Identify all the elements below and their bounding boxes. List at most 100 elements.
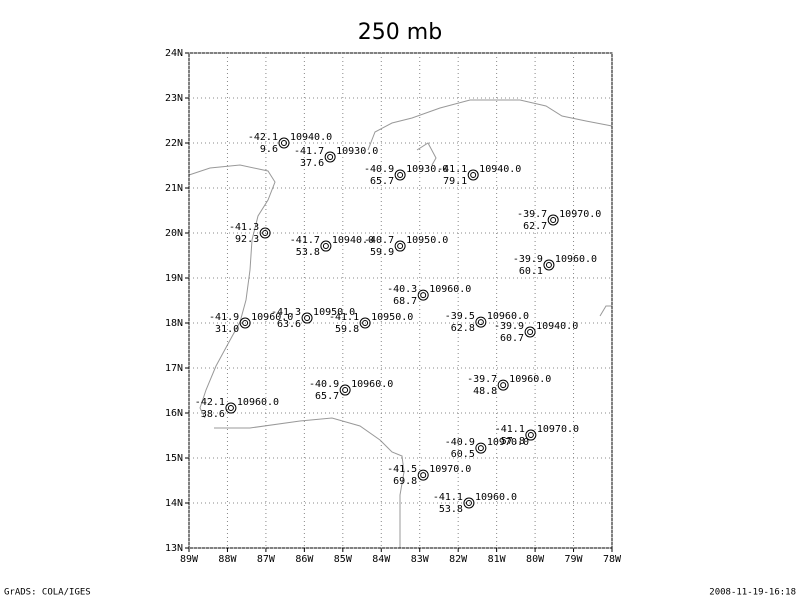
height-label: 10960.0 [487, 311, 529, 322]
footer-right: 2008-11-19-16:18 [709, 588, 796, 598]
station-marker-inner [465, 500, 472, 506]
station-marker [463, 497, 475, 509]
dewpoint-label: 60.1 [519, 266, 543, 277]
station-marker-inner [280, 140, 287, 146]
station-marker-inner [420, 472, 427, 479]
station-marker-inner [545, 261, 552, 268]
dewpoint-label: 59.9 [370, 247, 394, 258]
dewpoint-label: 59.8 [335, 324, 359, 335]
station-marker [320, 240, 332, 252]
temperature-label: -40.3 [387, 284, 417, 295]
station-marker-inner [477, 319, 484, 326]
height-label: 10970.0 [559, 209, 601, 220]
station-marker [475, 442, 487, 454]
station-marker [259, 227, 271, 239]
y-tick-label: 23N [165, 93, 183, 104]
temperature-label: -41.3 [271, 307, 301, 318]
x-tick-label: 88W [218, 554, 237, 565]
height-label: 10930.0 [336, 146, 378, 157]
temperature-label: -40.9 [364, 164, 394, 175]
height-label: 10970.0 [537, 424, 579, 435]
station-marker-inner [327, 153, 334, 160]
dewpoint-label: 9.6 [260, 144, 278, 155]
coastline [599, 305, 612, 317]
coastline [416, 142, 437, 166]
station-marker [467, 169, 479, 181]
dewpoint-label: 57.8 [501, 436, 525, 447]
dewpoint-label: 65.7 [370, 176, 394, 187]
x-tick-label: 86W [295, 554, 314, 565]
station-marker-inner [322, 243, 329, 250]
station-marker [225, 402, 237, 414]
x-tick-label: 81W [488, 554, 507, 565]
height-label: 10970.0 [429, 464, 471, 475]
x-tick-label: 89W [180, 554, 199, 565]
coastline [188, 164, 276, 419]
dewpoint-label: 68.7 [393, 296, 417, 307]
station-marker [324, 151, 336, 163]
temperature-label: -41.7 [290, 235, 320, 246]
height-label: 10940.0 [332, 235, 374, 246]
height-label: 10930.0 [406, 164, 448, 175]
temperature-label: -41.1 [433, 492, 463, 503]
y-tick-label: 22N [165, 138, 183, 149]
x-tick-label: 79W [565, 554, 584, 565]
temperature-label: -41.5 [387, 464, 417, 475]
dewpoint-label: 92.3 [235, 234, 259, 245]
station-marker-inner [550, 216, 557, 223]
y-tick-label: 17N [165, 363, 183, 374]
footer-left: GrADS: COLA/IGES [4, 588, 91, 598]
temperature-label: -41.1 [329, 312, 359, 323]
dewpoint-label: 65.7 [315, 391, 339, 402]
y-tick-label: 14N [165, 498, 183, 509]
station-marker [524, 326, 536, 338]
station-marker [417, 289, 429, 301]
x-tick-label: 85W [334, 554, 353, 565]
height-label: 10960.0 [509, 374, 551, 385]
temperature-label: -39.9 [513, 254, 543, 265]
height-label: 10960.0 [237, 397, 279, 408]
temperature-label: -39.7 [467, 374, 497, 385]
station-marker-inner [242, 320, 249, 326]
temperature-label: -41.1 [495, 424, 525, 435]
y-tick-label: 18N [165, 318, 183, 329]
x-tick-label: 82W [449, 554, 468, 565]
y-tick-label: 16N [165, 408, 183, 419]
height-label: 10950.0 [406, 235, 448, 246]
x-tick-label: 80W [526, 554, 545, 565]
station-marker-inner [397, 171, 404, 178]
station-marker [497, 379, 509, 391]
temperature-label: -39.5 [445, 311, 475, 322]
coastline [367, 99, 613, 151]
temperature-label: -39.9 [494, 321, 524, 332]
station-marker [547, 214, 559, 226]
station-marker-inner [470, 171, 477, 178]
y-tick-label: 20N [165, 228, 183, 239]
plot-area [188, 99, 613, 548]
dewpoint-label: 60.5 [451, 449, 475, 460]
station-marker-inner [527, 329, 534, 335]
station-marker-inner [342, 387, 349, 394]
height-label: 10960.0 [251, 312, 293, 323]
temperature-label: -42.1 [195, 397, 225, 408]
dewpoint-label: 37.6 [300, 158, 324, 169]
dewpoint-label: 69.8 [393, 476, 417, 487]
station-marker-inner [304, 315, 311, 322]
station-marker-inner [477, 445, 484, 452]
height-label: 10940.0 [479, 164, 521, 175]
station-marker-inner [262, 230, 269, 236]
temperature-label: -40.9 [309, 379, 339, 390]
y-tick-label: 15N [165, 453, 183, 464]
x-tick-label: 78W [603, 554, 622, 565]
height-label: 10960.0 [555, 254, 597, 265]
station-marker-inner [420, 292, 427, 299]
height-label: 10950.0 [371, 312, 413, 323]
station-marker [525, 429, 537, 441]
dewpoint-label: 53.8 [296, 247, 320, 258]
y-tick-label: 24N [165, 48, 183, 59]
dewpoint-label: 53.8 [439, 504, 463, 515]
y-tick-label: 13N [165, 543, 183, 554]
temperature-label: -41.9 [209, 312, 239, 323]
station-marker-inner [397, 243, 404, 250]
